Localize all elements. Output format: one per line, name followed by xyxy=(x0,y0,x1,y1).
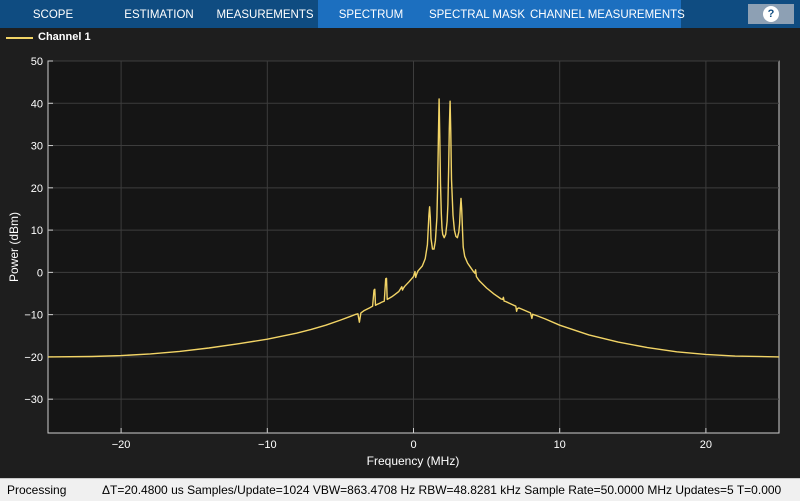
toolstrip: SCOPE ESTIMATION MEASUREMENTS SPECTRUM S… xyxy=(0,0,800,28)
tab-estimation[interactable]: ESTIMATION xyxy=(124,9,194,21)
status-text: Processing xyxy=(7,483,67,497)
x-axis-label: Frequency (MHz) xyxy=(367,454,460,468)
measurement-readout: ΔT=20.4800 us Samples/Update=1024 VBW=86… xyxy=(102,483,782,497)
x-tick-label: −20 xyxy=(112,439,131,451)
tab-spectrum[interactable]: SPECTRUM xyxy=(318,0,424,28)
spectrum-trace-channel-1 xyxy=(47,98,780,358)
y-tick-label: 0 xyxy=(37,267,43,279)
tab-channel-measurements[interactable]: CHANNEL MEASUREMENTS xyxy=(530,0,685,28)
grid xyxy=(48,60,779,433)
tab-measurements[interactable]: MEASUREMENTS xyxy=(216,9,314,21)
x-tick-label: −10 xyxy=(258,439,277,451)
trace-layer xyxy=(47,98,780,358)
y-tick-label: 40 xyxy=(31,98,43,110)
y-tick-label: −30 xyxy=(24,394,43,406)
spectrum-plot: −20 −10 0 10 20 50 40 30 20 10 0 −10 −20 −30 Frequenc… xyxy=(0,48,800,478)
legend-label[interactable]: Channel 1 xyxy=(38,31,91,43)
y-tick-label: 50 xyxy=(31,56,43,68)
tab-spectral-mask[interactable]: SPECTRAL MASK xyxy=(424,0,530,28)
legend-line-swatch xyxy=(6,37,33,39)
y-tick-label: −20 xyxy=(24,352,43,364)
tab-scope[interactable]: SCOPE xyxy=(32,9,74,21)
y-tick-label: −10 xyxy=(24,310,43,322)
help-button[interactable]: ? xyxy=(748,4,794,24)
legend: Channel 1 xyxy=(0,28,800,48)
x-tick-label: 10 xyxy=(554,439,566,451)
y-tick-label: 10 xyxy=(31,225,43,237)
x-tick-label: 0 xyxy=(410,439,416,451)
status-bar: Processing ΔT=20.4800 us Samples/Update=… xyxy=(0,478,800,501)
y-axis-label: Power (dBm) xyxy=(7,212,21,282)
axis-ticks: −20 −10 0 10 20 50 40 30 20 10 0 −10 −20 −30 xyxy=(24,56,712,451)
help-icon: ? xyxy=(763,6,779,22)
y-tick-label: 20 xyxy=(31,183,43,195)
x-tick-label: 20 xyxy=(700,439,712,451)
y-tick-label: 30 xyxy=(31,141,43,153)
